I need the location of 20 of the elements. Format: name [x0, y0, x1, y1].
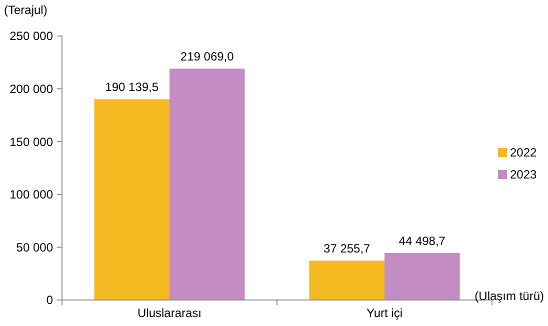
- bar: [170, 68, 245, 300]
- y-tick-label: 100 000: [10, 188, 54, 202]
- y-tick-label: 50 000: [16, 240, 54, 254]
- x-tick-label: Yurt içi: [366, 306, 403, 320]
- data-label: 37 255,7: [324, 242, 371, 256]
- x-tick-label: Uluslararası: [137, 306, 202, 320]
- legend-label: 2022: [510, 146, 538, 160]
- y-tick-label: 200 000: [10, 82, 54, 96]
- x-axis-title: (Ulaşım türü): [474, 289, 544, 303]
- y-tick-label: 150 000: [10, 134, 54, 149]
- data-label: 190 139,5: [105, 80, 159, 94]
- bar: [309, 260, 384, 300]
- data-label: 44 498,7: [398, 234, 446, 248]
- y-tick-label: 250 000: [10, 29, 54, 44]
- bar: [94, 99, 170, 300]
- y-axis-title: (Terajul): [4, 3, 48, 17]
- legend-label: 2023: [510, 168, 538, 182]
- data-label: 219 069,0: [180, 50, 234, 64]
- y-tick-label: 0: [46, 293, 54, 308]
- bar: [384, 253, 460, 300]
